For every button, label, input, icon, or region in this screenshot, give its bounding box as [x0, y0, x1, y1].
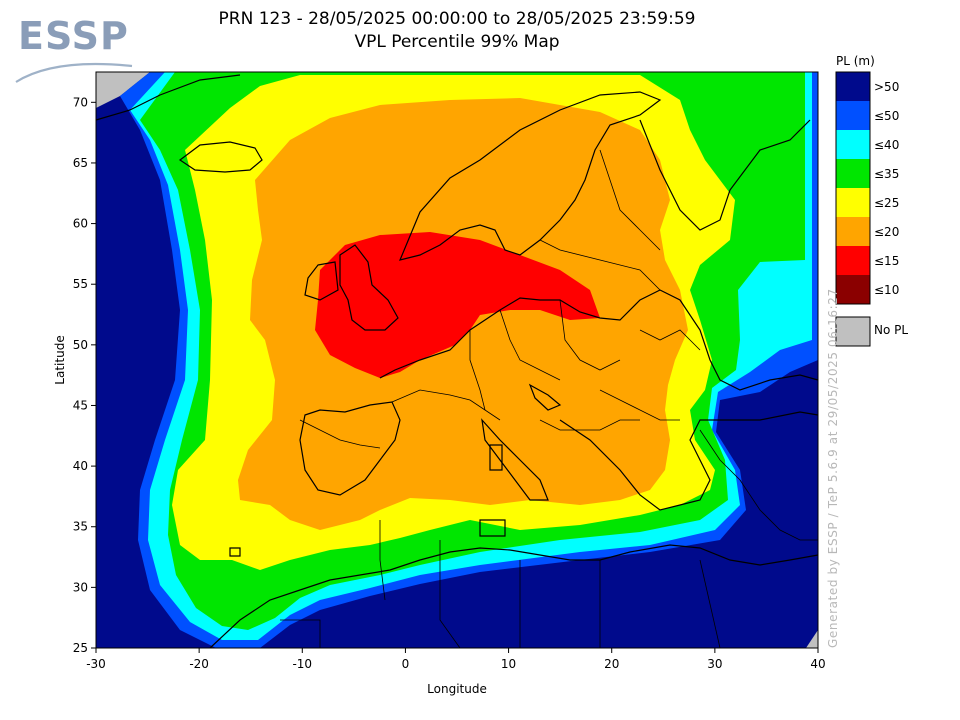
legend-swatch — [836, 217, 870, 246]
legend-swatch — [836, 188, 870, 217]
legend-label: ≤35 — [874, 167, 900, 181]
y-axis-title: Latitude — [53, 335, 67, 384]
x-axis-title: Longitude — [427, 682, 487, 696]
essp-logo: ESSP — [14, 14, 134, 84]
x-tick-label: 30 — [707, 657, 722, 671]
generated-by-credit: Generated by ESSP / TeP 5.6.9 at 29/05/2… — [826, 288, 840, 648]
map-no-pl-region — [96, 72, 150, 108]
map-plot-area — [95, 72, 819, 649]
y-axis-ticks: 25 30 35 40 45 50 55 60 65 70 — [73, 95, 96, 655]
y-tick-label: 45 — [73, 398, 88, 412]
x-axis-ticks: -30 -20 -10 0 10 20 30 40 — [86, 648, 826, 671]
legend-label: ≤20 — [874, 225, 900, 239]
legend-swatch — [836, 275, 870, 304]
x-tick-label: 10 — [501, 657, 516, 671]
country-borders — [280, 149, 818, 649]
legend-swatch — [836, 246, 870, 275]
y-tick-label: 35 — [73, 520, 88, 534]
y-tick-label: 65 — [73, 156, 88, 170]
legend-label: >50 — [874, 80, 900, 94]
y-tick-label: 70 — [73, 95, 88, 109]
legend-frame — [835, 71, 871, 305]
logo-swoosh — [15, 62, 133, 83]
x-tick-label: -10 — [292, 657, 312, 671]
y-tick-label: 40 — [73, 459, 88, 473]
x-tick-label: -30 — [86, 657, 106, 671]
legend-label: ≤50 — [874, 109, 900, 123]
x-tick-label: -20 — [189, 657, 209, 671]
y-tick-label: 25 — [73, 641, 88, 655]
coastlines — [95, 74, 819, 649]
legend-swatch — [836, 159, 870, 188]
legend-swatch — [836, 130, 870, 159]
legend-no-pl-label: No PL — [874, 323, 909, 337]
legend-swatch — [836, 72, 870, 101]
legend-label: ≤15 — [874, 254, 900, 268]
y-tick-label: 50 — [73, 338, 88, 352]
legend-swatch — [836, 101, 870, 130]
y-tick-label: 30 — [73, 580, 88, 594]
legend-label: ≤25 — [874, 196, 900, 210]
y-tick-label: 55 — [73, 277, 88, 291]
x-tick-label: 40 — [810, 657, 825, 671]
x-tick-label: 0 — [402, 657, 410, 671]
y-tick-label: 60 — [73, 217, 88, 231]
legend-label: ≤10 — [874, 283, 900, 297]
map-band-le15 — [315, 232, 600, 378]
x-tick-label: 20 — [604, 657, 619, 671]
legend-colorbar — [835, 71, 871, 305]
map-no-pl-region — [806, 630, 818, 648]
legend-title: PL (m) — [836, 54, 875, 68]
legend-no-pl-swatch — [835, 316, 871, 347]
legend-label: ≤40 — [874, 138, 900, 152]
map-frame — [95, 71, 819, 649]
chart-title: PRN 123 - 28/05/2025 00:00:00 to 28/05/2… — [218, 9, 696, 29]
logo-text: ESSP — [18, 14, 129, 58]
chart-subtitle: VPL Percentile 99% Map — [354, 32, 560, 52]
